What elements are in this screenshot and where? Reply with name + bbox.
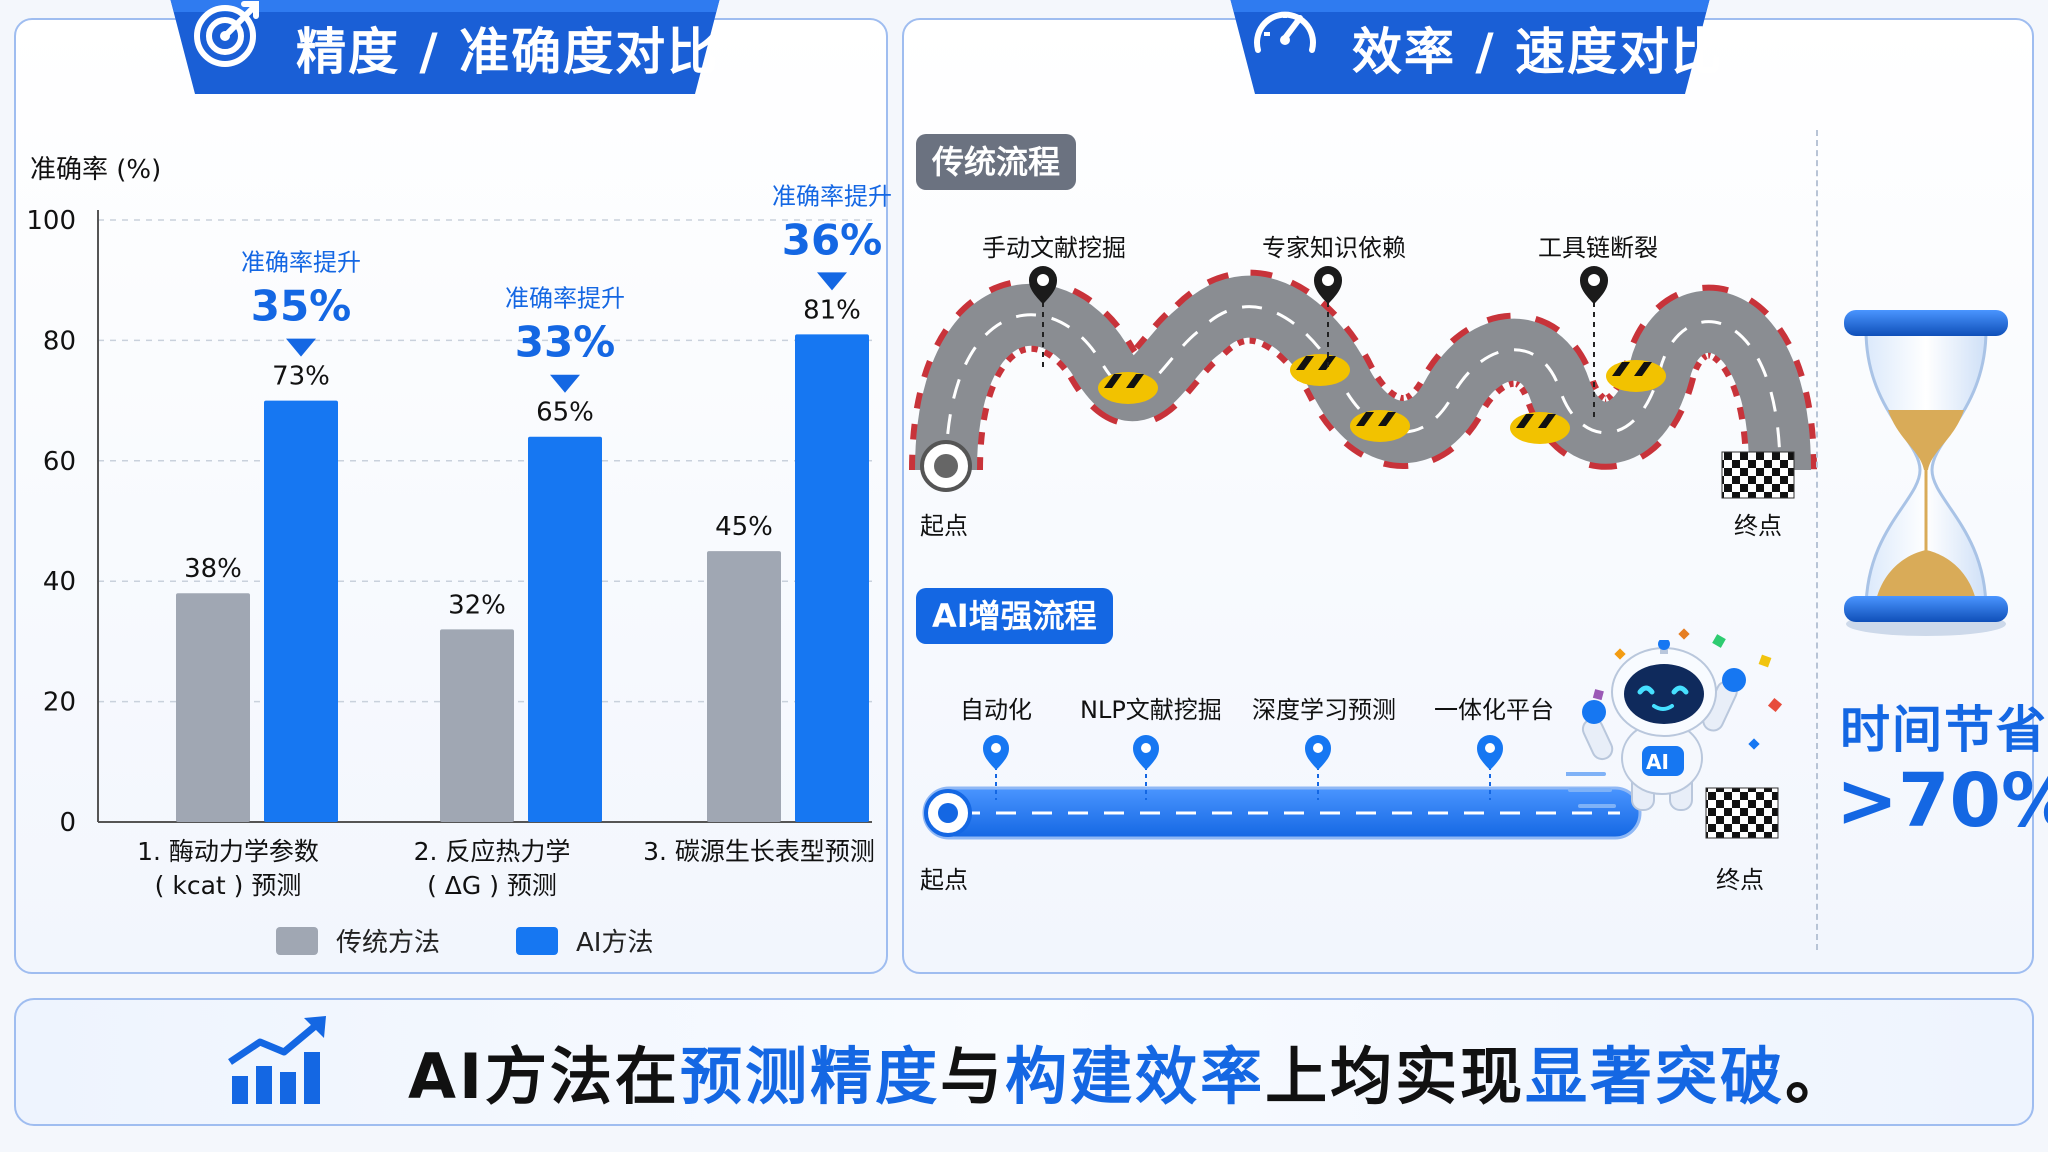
growth-chart-icon xyxy=(228,1016,326,1104)
x-tick-label: ( kcat ) 预测 xyxy=(155,871,302,900)
improvement-value: 36% xyxy=(782,215,883,264)
start-marker xyxy=(924,789,972,837)
traditional-stop-label: 专家知识依赖 xyxy=(1262,234,1406,262)
confetti-decoration xyxy=(1592,628,1783,750)
bar-traditional xyxy=(176,593,250,822)
data-label: 81% xyxy=(803,295,861,325)
y-axis-label: 准确率 (%) xyxy=(30,155,161,185)
x-tick-label: ( ΔG ) 预测 xyxy=(427,871,557,900)
down-arrow-icon xyxy=(550,374,580,393)
ai-process-badge: AI增强流程 xyxy=(916,588,1113,644)
improvement-value: 35% xyxy=(251,282,352,331)
traditional-start-label: 起点 xyxy=(920,512,968,540)
summary-text: AI方法在预测精度与构建效率上均实现显著突破。 xyxy=(408,1026,1850,1116)
map-pin-icon xyxy=(1477,735,1503,770)
legend-label-traditional: 传统方法 xyxy=(336,928,441,958)
finish-flag-icon xyxy=(1705,787,1779,839)
summary-part: 与 xyxy=(940,1040,1006,1113)
summary-banner xyxy=(14,998,2034,1126)
traditional-end-label: 终点 xyxy=(1734,512,1782,540)
summary-part: 。 xyxy=(1785,1040,1851,1113)
accuracy-bar-chart: 准确率 (%) 0 20 40 60 80 100 38% 73% 35% 准确率提升 1. 酶动力学… xyxy=(26,155,892,900)
accuracy-title: 精度 / 准确度对比 xyxy=(296,23,720,81)
bar-ai xyxy=(795,334,869,822)
x-tick-label: 3. 碳源生长表型预测 xyxy=(643,837,875,866)
data-label: 65% xyxy=(536,398,594,428)
data-label: 73% xyxy=(272,362,330,392)
speed-bump-icon xyxy=(1098,372,1158,404)
improvement-label: 准确率提升 xyxy=(241,249,361,277)
ai-stop-label: 一体化平台 xyxy=(1434,696,1554,724)
vertical-divider xyxy=(1816,130,1818,950)
robot-mascot: AI xyxy=(1566,640,1766,840)
legend-traditional: 传统方法 xyxy=(276,922,440,959)
ai-stop-label: NLP文献挖掘 xyxy=(1080,696,1222,724)
accuracy-title-tab: 精度 / 准确度对比 xyxy=(150,0,740,94)
improvement-label: 准确率提升 xyxy=(505,285,625,313)
target-icon xyxy=(194,1,259,67)
traditional-winding-track xyxy=(909,266,1817,499)
down-arrow-icon xyxy=(286,338,316,357)
x-tick-label: 2. 反应热力学 xyxy=(414,837,571,866)
down-arrow-icon xyxy=(817,272,847,291)
speedometer-icon xyxy=(1254,11,1316,53)
y-tick-label: 40 xyxy=(43,567,76,597)
map-pin-icon xyxy=(1305,735,1331,770)
y-tick-label: 20 xyxy=(43,688,76,718)
robot-ai-badge: AI xyxy=(1646,750,1669,774)
data-label: 45% xyxy=(715,512,773,542)
ai-straight-track xyxy=(922,735,1779,840)
speed-bump-icon xyxy=(1606,360,1666,392)
time-saving-value: >70% xyxy=(1836,758,2048,844)
ai-stop-label: 深度学习预测 xyxy=(1252,696,1396,724)
improvement-label: 准确率提升 xyxy=(772,182,892,210)
data-label: 32% xyxy=(448,590,506,620)
speed-bump-icon xyxy=(1350,410,1410,442)
ai-start-label: 起点 xyxy=(920,866,968,894)
summary-highlight: 构建效率 xyxy=(1005,1040,1266,1113)
legend-swatch-traditional xyxy=(276,926,318,955)
improvement-value: 33% xyxy=(515,318,616,367)
bar-traditional xyxy=(440,629,514,822)
speed-bump-icon xyxy=(1290,354,1350,386)
map-pin-icon xyxy=(1314,266,1342,304)
legend-ai: AI方法 xyxy=(516,922,653,959)
map-pin-icon xyxy=(1029,266,1057,304)
finish-flag-icon xyxy=(1721,451,1795,499)
bar-ai xyxy=(528,436,602,822)
data-label: 38% xyxy=(184,554,242,584)
ai-end-label: 终点 xyxy=(1716,866,1764,894)
map-pin-icon xyxy=(1580,266,1608,304)
start-marker xyxy=(920,440,972,492)
y-tick-label: 80 xyxy=(43,326,76,356)
y-tick-label: 100 xyxy=(26,206,76,236)
legend-swatch-ai xyxy=(516,926,558,955)
traditional-stop-label: 手动文献挖掘 xyxy=(982,234,1126,262)
efficiency-title: 效率 / 速度对比 xyxy=(1352,23,1724,81)
y-tick-label: 0 xyxy=(59,808,76,838)
summary-part: 上均实现 xyxy=(1265,1040,1526,1113)
legend-label-ai: AI方法 xyxy=(576,928,654,958)
map-pin-icon xyxy=(1133,735,1159,770)
bar-traditional xyxy=(707,551,781,822)
summary-part: AI方法在 xyxy=(408,1040,681,1113)
traditional-stop-label: 工具链断裂 xyxy=(1538,234,1658,262)
time-saving-label: 时间节省 xyxy=(1840,701,2048,759)
hourglass-icon xyxy=(1844,310,2008,636)
x-tick-label: 1. 酶动力学参数 xyxy=(137,837,319,866)
summary-highlight: 预测精度 xyxy=(680,1040,941,1113)
efficiency-title-tab: 效率 / 速度对比 xyxy=(1210,0,1730,94)
map-pin-icon xyxy=(983,735,1009,770)
ai-stop-label: 自动化 xyxy=(960,696,1032,724)
speed-bump-icon xyxy=(1510,412,1570,444)
traditional-process-badge: 传统流程 xyxy=(916,134,1077,190)
summary-highlight: 显著突破 xyxy=(1525,1040,1786,1113)
bar-ai xyxy=(264,400,338,822)
y-tick-label: 60 xyxy=(43,447,76,477)
